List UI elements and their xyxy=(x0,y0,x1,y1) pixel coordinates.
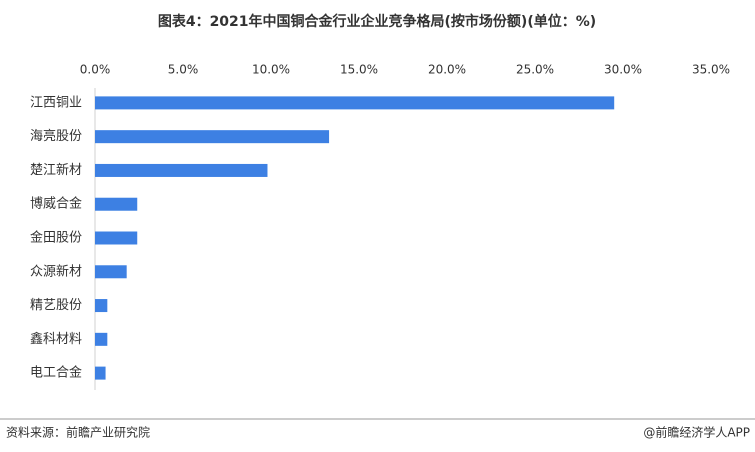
x-tick-label: 0.0% xyxy=(80,63,111,77)
bar xyxy=(95,163,268,177)
bar xyxy=(95,130,330,144)
bar xyxy=(95,299,108,313)
bar xyxy=(95,96,615,110)
y-tick-label: 江西铜业 xyxy=(30,95,82,110)
y-tick-label: 楚江新材 xyxy=(30,162,82,178)
x-tick-label: 15.0% xyxy=(340,63,378,77)
y-tick-label: 金田股份 xyxy=(30,230,82,246)
y-tick-label: 海亮股份 xyxy=(30,128,82,144)
chart-title: 图表4：2021年中国铜合金行业企业竞争格局(按市场份额)(单位：%) xyxy=(158,13,596,30)
bar xyxy=(95,265,127,279)
x-tick-label: 25.0% xyxy=(516,63,554,77)
x-tick-label: 5.0% xyxy=(168,63,199,77)
x-tick-label: 20.0% xyxy=(428,63,466,77)
y-tick-label: 鑫科材料 xyxy=(30,331,82,347)
bar xyxy=(95,197,138,211)
y-tick-label: 众源新材 xyxy=(30,263,82,279)
bar xyxy=(95,366,106,380)
x-tick-label: 30.0% xyxy=(604,63,642,77)
x-tick-label: 10.0% xyxy=(252,63,290,77)
y-tick-label: 博威合金 xyxy=(30,196,82,212)
x-tick-label: 35.0% xyxy=(692,63,730,77)
y-tick-label: 电工合金 xyxy=(30,365,82,381)
y-tick-label: 精艺股份 xyxy=(30,298,82,313)
bar xyxy=(95,332,108,346)
bar xyxy=(95,231,138,245)
source: 资料来源：前瞻产业研究院 xyxy=(6,425,150,440)
credit: @前瞻经济学人APP xyxy=(643,425,750,440)
